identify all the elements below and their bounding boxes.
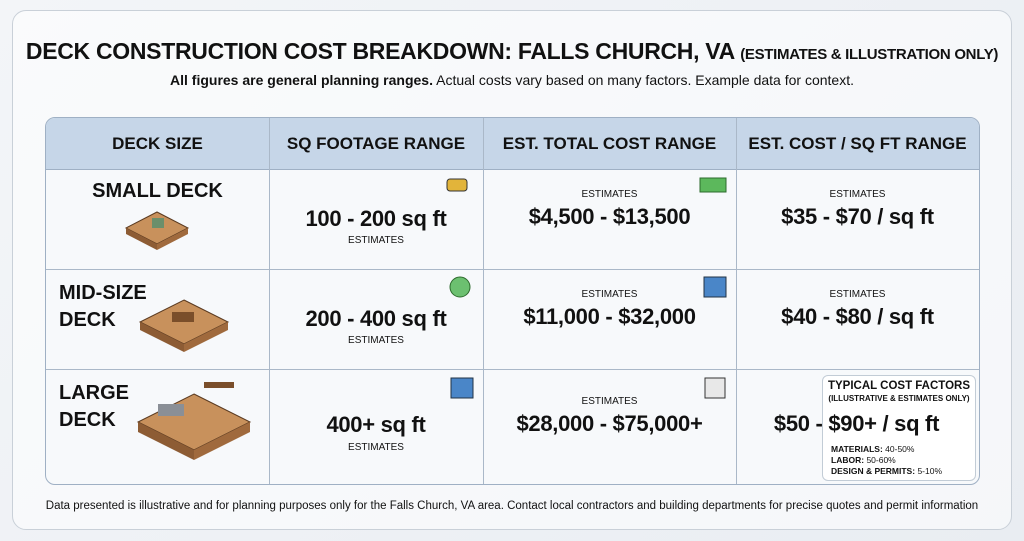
cost-table: DECK SIZE SQ FOOTAGE RANGE EST. TOTAL CO… [45, 117, 980, 485]
total-value: $28,000 - $75,000+ [516, 411, 703, 436]
per-sqft-value: $40 - $80 / sq ft [781, 304, 934, 329]
blueprint-icon [450, 377, 474, 399]
title: DECK CONSTRUCTION COST BREAKDOWN: FALLS … [25, 38, 735, 64]
divider [46, 369, 979, 370]
divider [483, 118, 484, 484]
deck-name: LARGE DECK [59, 380, 129, 434]
factor-value: 50-60% [866, 455, 896, 465]
estimate-note: ESTIMATES [581, 289, 638, 300]
title-note: (ESTIMATES & ILLUSTRATION ONLY) [740, 46, 999, 63]
factors-note: (ILLUSTRATIVE & ESTIMATES ONLY) [828, 394, 970, 403]
total-value: $4,500 - $13,500 [528, 204, 691, 229]
deck-name-line: DECK [59, 309, 116, 331]
coin-icon [449, 276, 471, 298]
plan-icon [704, 377, 726, 399]
subtitle: All figures are general planning ranges.… [0, 72, 1024, 88]
estimate-note: ESTIMATES [581, 189, 638, 200]
factor-item: LABOR: 50-60% [831, 455, 896, 465]
factor-value: 40-50% [885, 444, 915, 454]
deck-name: MID-SIZE DECK [59, 280, 147, 334]
divider [46, 269, 979, 270]
estimate-note: ESTIMATES [581, 396, 638, 407]
column-header: EST. COST / SQ FT RANGE [748, 134, 967, 153]
subtitle-bold: All figures are general planning ranges. [170, 72, 433, 88]
deck-name: SMALL DECK [92, 180, 223, 202]
divider [736, 118, 737, 484]
estimate-note: ESTIMATES [348, 442, 404, 453]
footer-note: Data presented is illustrative and for p… [45, 500, 979, 512]
deck-illustration [136, 382, 252, 460]
tape-icon [446, 178, 468, 192]
factor-label: MATERIALS: [831, 444, 883, 454]
total-value: $11,000 - $32,000 [523, 304, 696, 329]
cost-factors-box: TYPICAL COST FACTORS (ILLUSTRATIVE & EST… [822, 375, 976, 481]
factors-title: TYPICAL COST FACTORS [827, 380, 971, 392]
per-sqft-value: $50 - $90+ / sq ft [773, 411, 940, 436]
estimate-note: ESTIMATES [348, 235, 404, 246]
deck-illustration [138, 299, 230, 352]
factor-item: DESIGN & PERMITS: 5-10% [831, 466, 942, 476]
factor-item: MATERIALS: 40-50% [831, 444, 914, 454]
sqft-value: 400+ sq ft [326, 412, 426, 437]
column-header: SQ FOOTAGE RANGE [286, 134, 466, 153]
estimate-note: ESTIMATES [829, 189, 886, 200]
deck-name-line: DECK [59, 409, 116, 431]
factor-label: DESIGN & PERMITS: [831, 466, 916, 476]
subtitle-rest: Actual costs vary based on many factors.… [436, 72, 854, 88]
blueprint-icon [703, 276, 727, 298]
estimate-note: ESTIMATES [348, 335, 404, 346]
table-header [46, 118, 979, 170]
sqft-value: 100 - 200 sq ft [305, 206, 447, 231]
sqft-value: 200 - 400 sq ft [305, 306, 447, 331]
title-block: DECK CONSTRUCTION COST BREAKDOWN: FALLS … [0, 38, 1024, 65]
column-header: DECK SIZE [112, 134, 203, 153]
money-icon [699, 177, 727, 193]
deck-name-line: LARGE [59, 382, 129, 404]
divider [269, 118, 270, 484]
factor-value: 5-10% [917, 466, 943, 476]
deck-illustration [124, 211, 190, 250]
deck-name-line: MID-SIZE [59, 282, 147, 304]
factor-label: LABOR: [831, 455, 865, 465]
estimate-note: ESTIMATES [829, 289, 886, 300]
column-header: EST. TOTAL COST RANGE [502, 134, 717, 153]
per-sqft-value: $35 - $70 / sq ft [781, 204, 934, 229]
